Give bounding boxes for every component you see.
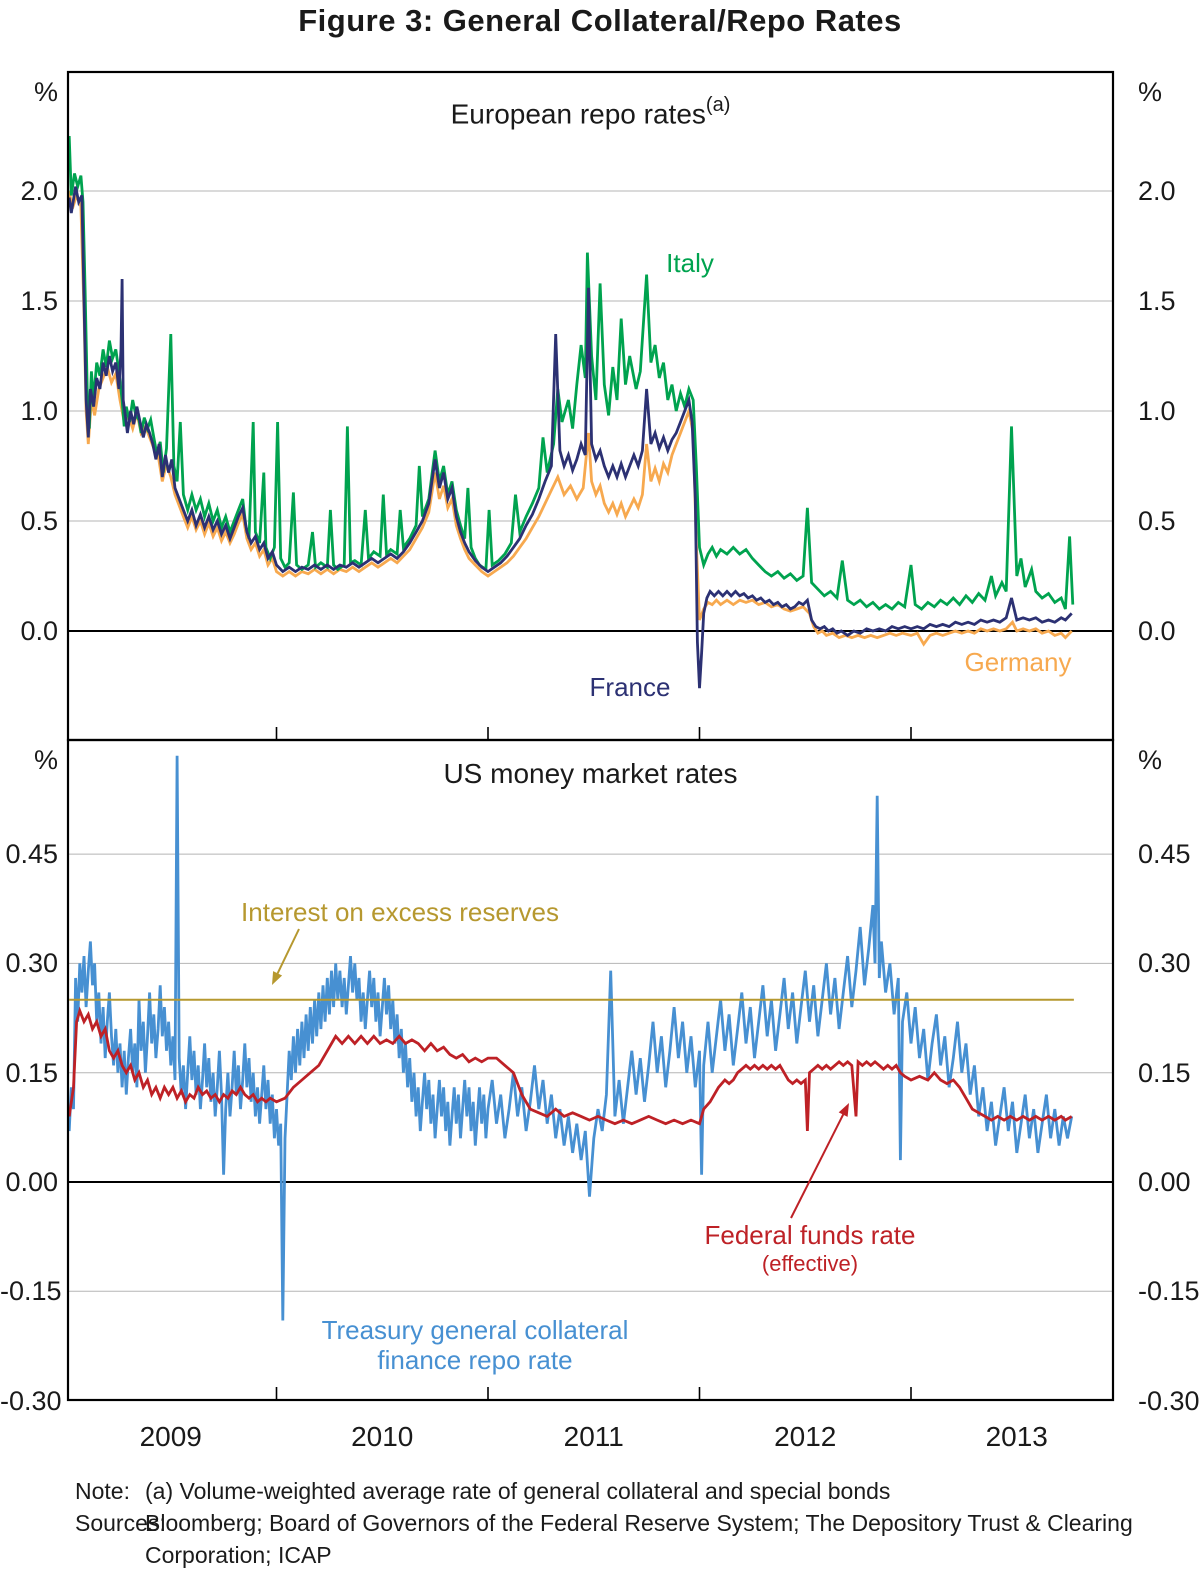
figure-title: Figure 3: General Collateral/Repo Rates (298, 3, 902, 38)
series-label-fed-funds-line1: Federal funds rate (704, 1220, 916, 1250)
series-label-italy: Italy (666, 248, 714, 278)
footer-sources-line2: Corporation; ICAP (145, 1542, 332, 1568)
y-tick-label-left: -0.30 (0, 1385, 62, 1416)
top-panel-title: European repo rates(a) (68, 94, 1113, 130)
y-tick-label-right: -0.15 (1138, 1276, 1200, 1307)
y-tick-label-left: 0.00 (5, 1167, 58, 1197)
top-panel-title-note-marker: (a) (705, 94, 731, 116)
series-label-germany: Germany (964, 647, 1072, 677)
y-tick-label-right: 0.5 (1138, 506, 1176, 536)
series-label-treasury-line1: Treasury general collateral (321, 1315, 629, 1345)
y-tick-label-left: -0.15 (0, 1276, 62, 1307)
x-tick-label-year: 2013 (985, 1421, 1048, 1452)
y-axis-unit-right-panel2: % (1138, 745, 1163, 775)
footer-note-label: Note: (75, 1478, 130, 1504)
y-tick-label-right: -0.30 (1138, 1385, 1200, 1416)
footer-sources-label: Sources: (75, 1510, 166, 1536)
y-tick-label-left: 0.0 (20, 616, 58, 646)
y-tick-label-right: 1.0 (1138, 396, 1176, 426)
y-axis-unit-left-panel2: % (33, 745, 58, 775)
footer-note-text: (a) Volume-weighted average rate of gene… (145, 1478, 891, 1504)
y-tick-label-right: 0.15 (1138, 1057, 1191, 1088)
x-tick-label-year: 2010 (351, 1421, 414, 1452)
series-label-fed-funds-line2: (effective) (761, 1251, 859, 1276)
series-label-france: France (589, 672, 671, 702)
y-tick-label-left: 0.45 (5, 839, 58, 870)
y-tick-label-right: 0.45 (1138, 839, 1191, 870)
y-tick-label-left: 2.0 (20, 176, 58, 206)
y-tick-label-right: 0.0 (1138, 616, 1176, 646)
footer-sources-line1: Bloomberg; Board of Governors of the Fed… (145, 1510, 1133, 1536)
bottom-panel-title-text: US money market rates (443, 758, 738, 789)
y-tick-label-right: 0.30 (1138, 948, 1191, 979)
series-label-treasury-line2: finance repo rate (377, 1345, 573, 1375)
y-tick-label-left: 0.5 (20, 506, 58, 536)
y-tick-label-left: 0.30 (5, 948, 58, 979)
y-tick-label-right: 0.00 (1138, 1167, 1191, 1197)
x-tick-label-year: 2009 (139, 1421, 202, 1452)
y-tick-label-right: 2.0 (1138, 176, 1176, 206)
y-axis-unit-left-panel1: % (33, 77, 58, 107)
y-tick-label-left: 0.15 (5, 1057, 58, 1088)
series-label-ioer: Interest on excess reserves (241, 897, 559, 927)
y-tick-label-left: 1.0 (20, 396, 58, 426)
top-panel-title-text: European repo rates (450, 98, 706, 130)
y-tick-label-left: 1.5 (20, 286, 58, 316)
bottom-panel-title: US money market rates (68, 758, 1113, 790)
x-tick-label-year: 2012 (774, 1421, 837, 1452)
y-axis-unit-right-panel1: % (1138, 77, 1163, 107)
y-tick-label-right: 1.5 (1138, 286, 1176, 316)
x-tick-label-year: 2011 (563, 1421, 624, 1452)
